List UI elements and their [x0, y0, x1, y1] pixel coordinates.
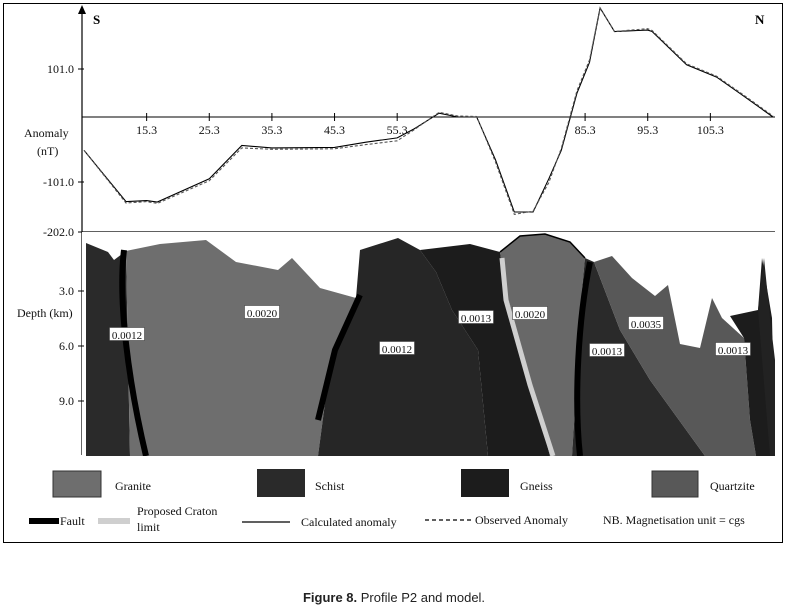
legend-label-granite: Granite: [115, 479, 151, 493]
title-north: N: [755, 12, 765, 27]
body-gneiss-middle: [420, 244, 550, 456]
legend-swatch-gneiss: [461, 469, 509, 497]
susceptibility-label: 0.0020: [515, 309, 546, 321]
caption-text: Profile P2 and model.: [357, 590, 486, 605]
susceptibility-label: 0.0013: [718, 345, 749, 357]
observed-anomaly-line: [83, 6, 774, 216]
legend-label-fault: Fault: [60, 514, 85, 528]
fault-center-left: [315, 293, 363, 421]
y-tick-label: 101.0: [47, 62, 74, 76]
legend-swatch-schist: [257, 469, 305, 497]
body-schist-far-right: [758, 258, 775, 456]
y-axis-arrow: [78, 5, 86, 14]
depth-axis-label: Depth (km): [17, 306, 73, 320]
x-tick-label: 45.3: [324, 123, 345, 137]
legend-label-observed: Observed Anomaly: [475, 513, 568, 527]
legend-swatch-granite: [52, 470, 102, 498]
legend-label-calculated: Calculated anomaly: [301, 515, 397, 529]
susceptibility-label-box: [628, 316, 664, 330]
x-tick-label: 25.3: [199, 123, 220, 137]
craton-limit-line: [499, 257, 556, 456]
depth-tick-label: 6.0: [59, 339, 74, 353]
y-ticks-anomaly: 101.0 -101.0 -202.0: [43, 62, 84, 239]
x-tick-label: 55.3: [387, 123, 408, 137]
legend-label-schist: Schist: [315, 479, 345, 493]
y-tick-label: -101.0: [43, 175, 74, 189]
depth-tick-label: 3.0: [59, 284, 74, 298]
geological-model: Depth (km) 3.06.09.0 0.00120.00200.00120…: [17, 232, 775, 456]
susceptibility-labels: 0.0012 0.0020 0.0012 0.0013 0.0020 0.0013 0.00…: [109, 305, 751, 358]
x-tick-label: 95.3: [637, 123, 658, 137]
x-tick-label: 15.3: [136, 123, 157, 137]
legend-note: NB. Magnetisation unit = cgs: [603, 513, 745, 527]
susceptibility-label: 0.0035: [631, 319, 662, 331]
body-quartzite-right: [594, 256, 756, 456]
x-tick-label: 35.3: [261, 123, 282, 137]
x-tick-label: 85.3: [575, 123, 596, 137]
caption-figure-number: Figure 8.: [302, 590, 358, 605]
y-tick-label: -202.0: [43, 225, 74, 239]
title-south: S: [93, 12, 100, 27]
x-ticks: 15.3 25.3 35.3 45.3 55.3 85.3 95.3 105.3: [136, 113, 724, 137]
granite-dome-outline: [499, 233, 586, 259]
susceptibility-label-box: [109, 327, 145, 341]
y-axis-label-line2: (nT): [37, 144, 58, 158]
body-schist-right: [572, 258, 705, 456]
legend-swatch-quartzite: [651, 470, 699, 498]
legend: Granite Schist Gneiss Quartzite Fault Pr…: [29, 469, 755, 534]
fault-right: [574, 261, 593, 456]
body-schist-left: [86, 243, 130, 456]
body-granite-left: [126, 240, 356, 456]
susceptibility-label-box: [379, 341, 415, 355]
susceptibility-label-box: [512, 306, 548, 320]
fault-left: [119, 249, 149, 456]
legend-label-craton-line2: limit: [137, 520, 160, 534]
susceptibility-label-box: [715, 342, 751, 356]
body-granite-center: [500, 234, 585, 456]
y-ticks-depth: 3.0 6.0 9.0: [59, 284, 84, 408]
x-tick-label: 105.3: [697, 123, 724, 137]
susceptibility-label: 0.0012: [382, 344, 412, 356]
susceptibility-label-box: [589, 343, 625, 357]
legend-label-gneiss: Gneiss: [520, 479, 553, 493]
susceptibility-label: 0.0020: [247, 308, 278, 320]
susceptibility-label: 0.0013: [592, 346, 623, 358]
y-axis-label-line1: Anomaly: [24, 126, 69, 140]
anomaly-series: [83, 6, 774, 216]
legend-label-quartzite: Quartzite: [710, 479, 755, 493]
susceptibility-label: 0.0012: [112, 330, 142, 342]
figure-caption: Figure 8. Profile P2 and model.: [0, 590, 788, 605]
depth-tick-label: 9.0: [59, 394, 74, 408]
susceptibility-label-box: [244, 305, 280, 319]
calculated-anomaly-line: [83, 6, 774, 213]
susceptibility-label-box: [458, 310, 494, 324]
susceptibility-label: 0.0013: [461, 313, 492, 325]
legend-label-craton-line1: Proposed Craton: [137, 504, 217, 518]
